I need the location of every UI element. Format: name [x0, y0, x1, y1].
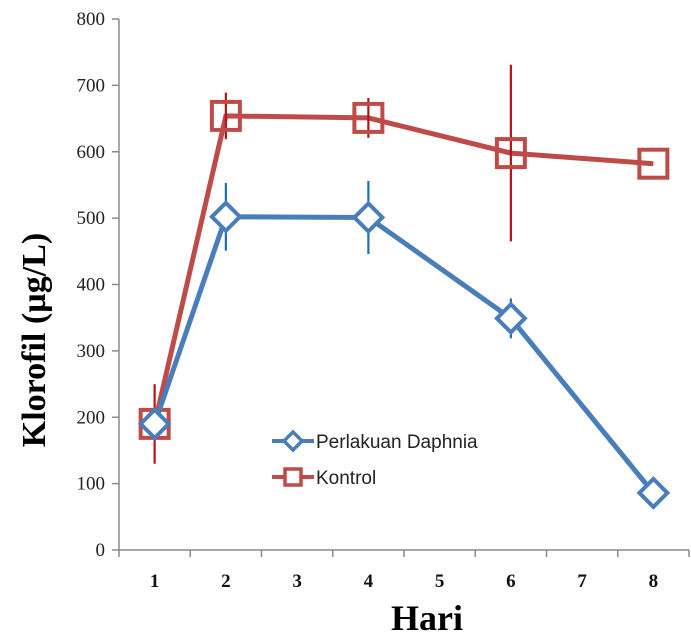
data-point-diamond: [351, 200, 386, 235]
y-tick-label: 600: [77, 142, 106, 163]
x-axis-title: Hari: [391, 598, 463, 634]
legend: Perlakuan Daphnia Kontrol: [272, 429, 478, 489]
series-perlakuan-daphnia: [137, 180, 671, 510]
x-tick-label: 3: [292, 571, 302, 592]
y-tick-label: 500: [77, 208, 106, 229]
legend-label: Perlakuan Daphnia: [316, 432, 478, 453]
data-point-square: [637, 147, 670, 180]
x-tick-label: 8: [649, 571, 659, 592]
x-tick-label: 2: [221, 571, 231, 592]
y-tick-label: 700: [77, 75, 106, 96]
x-axis: 1 2 3 4 5 6 7 8: [118, 549, 690, 592]
legend-item: Kontrol: [272, 467, 376, 489]
data-point-diamond: [209, 199, 243, 234]
y-tick-label: 200: [77, 407, 106, 428]
legend-marker-diamond: [281, 429, 305, 453]
legend-label: Kontrol: [316, 468, 376, 489]
y-tick-label: 100: [77, 474, 106, 495]
y-axis: 0 100 200 300 400 500 600 700 800: [77, 9, 120, 561]
data-point-diamond: [137, 407, 172, 441]
series-layer: [137, 64, 671, 510]
x-tick-label: 5: [435, 571, 445, 592]
data-point-square: [209, 99, 242, 132]
y-tick-label: 400: [77, 275, 106, 296]
y-tick-label: 0: [96, 540, 106, 561]
legend-marker-square: [283, 467, 303, 487]
y-tick-label: 300: [77, 341, 106, 362]
data-point-diamond: [636, 476, 671, 510]
series-line: [152, 113, 654, 425]
data-point-square: [352, 101, 385, 134]
data-point-square: [494, 137, 527, 170]
x-tick-label: 4: [364, 571, 374, 592]
x-tick-label: 6: [506, 571, 516, 592]
x-tick-label: 7: [577, 571, 587, 592]
series-kontrol: [138, 64, 670, 464]
y-axis-title: Klorofil (µg/L): [16, 233, 53, 447]
data-point-diamond: [494, 301, 528, 336]
x-tick-label: 1: [150, 571, 160, 592]
legend-item: Perlakuan Daphnia: [272, 429, 478, 453]
y-tick-label: 800: [77, 9, 106, 30]
